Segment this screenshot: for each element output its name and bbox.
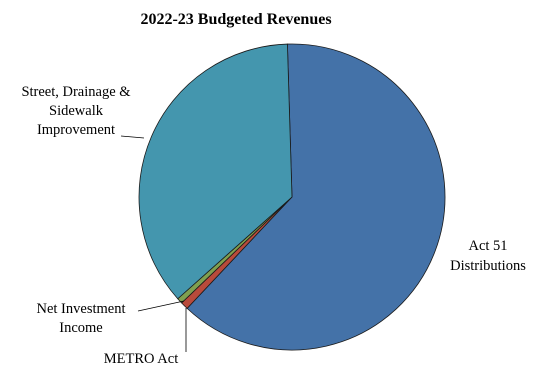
label-metro: METRO Act — [104, 351, 179, 367]
label-act51-line1: Act 51 — [468, 238, 507, 254]
label-street-line3: Improvement — [37, 122, 115, 138]
chart-title: 2022-23 Budgeted Revenues — [140, 11, 331, 28]
label-investment-line2: Income — [59, 320, 102, 336]
label-act51-line2: Distributions — [450, 258, 526, 274]
label-street-line2: Sidewalk — [49, 103, 104, 119]
leader-line-investment — [137, 300, 185, 312]
slice-act51-distributions — [186, 43, 446, 351]
pie-slices — [138, 43, 446, 351]
leader-line-street — [120, 135, 145, 139]
label-investment-line1: Net Investment — [37, 301, 126, 317]
label-street-line1: Street, Drainage & — [21, 84, 131, 100]
slice-street-drainage-sidewalk — [138, 43, 293, 300]
